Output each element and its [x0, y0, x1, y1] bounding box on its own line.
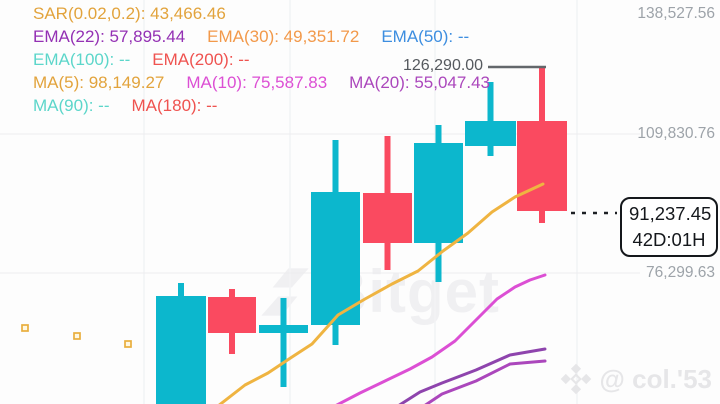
candle-body [414, 143, 463, 243]
price-axis-label: 138,527.56 [637, 5, 715, 22]
indicator-row: SAR(0.02,0.2): 43,466.46 [33, 2, 490, 25]
sar-dot [124, 340, 132, 348]
indicator-ema50: EMA(50): -- [381, 27, 470, 46]
indicator-ma10: MA(10): 75,587.83 [186, 73, 328, 92]
indicator-ma5: MA(5): 98,149.27 [33, 73, 165, 92]
indicator-legend: SAR(0.02,0.2): 43,466.46 EMA(22): 57,895.… [33, 2, 490, 117]
candle-body [517, 121, 567, 211]
indicator-ma20: MA(20): 55,047.43 [349, 73, 490, 92]
corner-watermark-text: @ col.'53 [599, 363, 712, 394]
candle-countdown: 42D:01H [632, 229, 706, 250]
indicator-ema100: EMA(100): -- [33, 50, 131, 69]
last-price-tag: 91,237.45 42D:01H [620, 197, 718, 257]
candle-body [311, 192, 360, 325]
price-axis-label: 109,830.76 [637, 125, 715, 142]
indicator-row: MA(90): -- MA(180): -- [33, 94, 490, 117]
diamond-logo-icon [560, 363, 591, 395]
last-price-value: 91,237.45 [629, 203, 712, 224]
sar-dot [73, 332, 81, 340]
indicator-ema22: EMA(22): 57,895.44 [33, 27, 186, 46]
ma20-line [424, 359, 547, 404]
candle-body [156, 296, 206, 404]
candle-body [363, 193, 412, 243]
ma5-line [218, 182, 545, 404]
indicator-row: EMA(100): -- EMA(200): -- [33, 48, 490, 71]
indicator-ema200: EMA(200): -- [152, 50, 250, 69]
ema22-line [398, 347, 547, 404]
candle-body [259, 325, 308, 333]
ma10-line [335, 273, 547, 404]
indicator-ema30: EMA(30): 49,351.72 [207, 27, 360, 46]
corner-watermark: @ col.'53 [559, 362, 712, 396]
indicator-row: MA(5): 98,149.27 MA(10): 75,587.83 MA(20):… [33, 71, 490, 94]
candle-body [465, 121, 516, 146]
indicator-ma180: MA(180): -- [131, 96, 218, 115]
price-axis-label: 76,299.63 [646, 264, 715, 281]
candle-body [208, 297, 256, 333]
indicator-sar: SAR(0.02,0.2): 43,466.46 [33, 4, 226, 23]
sar-dot [21, 324, 29, 332]
high-price-label: 126,290.00 [403, 57, 484, 74]
indicator-row: EMA(22): 57,895.44 EMA(30): 49,351.72 EMA(… [33, 25, 490, 48]
indicator-ma90: MA(90): -- [33, 96, 110, 115]
